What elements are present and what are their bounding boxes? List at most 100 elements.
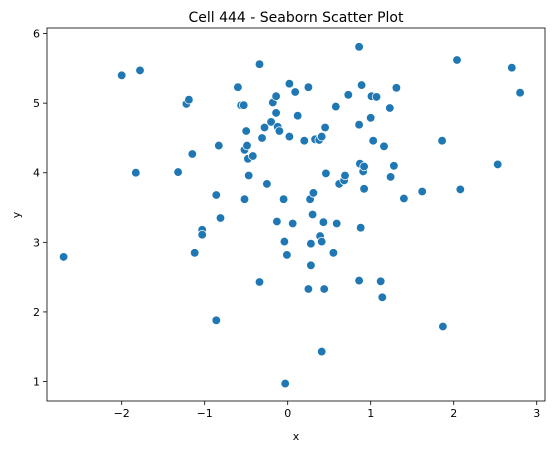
data-point-58 xyxy=(318,217,329,227)
data-point-3 xyxy=(131,168,141,178)
x-tick-label: −2 xyxy=(114,407,130,420)
data-point-83 xyxy=(377,292,387,302)
data-point-28 xyxy=(262,179,272,189)
data-point-13 xyxy=(215,213,226,223)
data-point-85 xyxy=(385,103,395,113)
data-point-6 xyxy=(184,95,194,105)
x-axis-label: x xyxy=(293,430,300,443)
data-point-80 xyxy=(368,136,378,146)
x-tick-label: 0 xyxy=(284,407,291,420)
data-point-99 xyxy=(280,378,290,389)
data-point-59 xyxy=(320,122,330,133)
data-point-46 xyxy=(303,82,314,92)
data-point-84 xyxy=(379,141,389,151)
data-point-97 xyxy=(515,88,525,98)
data-point-86 xyxy=(385,172,396,182)
x-tick-label: 2 xyxy=(450,407,457,420)
data-point-61 xyxy=(319,284,329,294)
y-tick-label: 3 xyxy=(33,236,40,249)
data-point-19 xyxy=(241,126,251,136)
y-tick-label: 5 xyxy=(33,97,40,110)
data-point-7 xyxy=(187,149,197,159)
y-tick-label: 2 xyxy=(33,306,40,319)
data-point-68 xyxy=(343,90,353,100)
chart-title: Cell 444 - Seaborn Scatter Plot xyxy=(188,10,404,26)
data-point-10 xyxy=(197,230,207,240)
data-point-23 xyxy=(239,194,250,204)
data-point-24 xyxy=(248,151,258,161)
data-point-34 xyxy=(274,126,285,136)
data-point-4 xyxy=(173,167,183,177)
y-tick-label: 6 xyxy=(33,28,40,41)
data-point-40 xyxy=(284,79,295,89)
data-point-92 xyxy=(438,321,448,332)
data-point-96 xyxy=(507,63,517,73)
data-point-26 xyxy=(257,133,267,143)
x-axis-ticks: −2 −1 0 1 2 3 xyxy=(114,401,540,420)
data-point-39 xyxy=(282,250,292,260)
data-point-63 xyxy=(331,101,341,112)
data-point-1 xyxy=(117,70,127,80)
data-point-43 xyxy=(290,87,300,97)
data-point-52 xyxy=(307,209,318,220)
data-point-67 xyxy=(340,170,350,181)
data-point-38 xyxy=(279,236,290,247)
data-point-37 xyxy=(278,194,289,204)
y-tick-label: 1 xyxy=(33,376,40,389)
data-point-87 xyxy=(389,161,399,171)
data-point-95 xyxy=(493,159,503,170)
data-point-41 xyxy=(284,131,295,142)
data-point-0 xyxy=(58,252,69,262)
data-point-42 xyxy=(288,218,298,229)
data-point-14 xyxy=(211,315,221,325)
data-point-17 xyxy=(239,100,249,110)
data-point-31 xyxy=(271,91,281,101)
data-point-78 xyxy=(366,113,376,123)
data-point-35 xyxy=(254,277,265,287)
data-point-72 xyxy=(356,80,367,90)
data-point-20 xyxy=(242,140,252,151)
data-point-93 xyxy=(452,55,462,65)
data-point-8 xyxy=(190,248,200,258)
y-axis-ticks: 1 2 3 4 5 6 xyxy=(33,28,47,389)
y-tick-label: 4 xyxy=(33,167,40,180)
data-point-36 xyxy=(272,216,282,227)
data-point-2 xyxy=(135,65,145,76)
data-point-12 xyxy=(214,140,224,151)
data-point-88 xyxy=(391,83,402,93)
data-point-27 xyxy=(259,122,270,133)
data-point-44 xyxy=(293,111,303,121)
data-point-45 xyxy=(299,136,309,146)
data-point-50 xyxy=(306,260,316,270)
data-point-75 xyxy=(359,184,369,194)
data-point-32 xyxy=(271,108,281,118)
data-point-91 xyxy=(437,136,447,146)
x-tick-label: −1 xyxy=(197,407,213,420)
data-point-74 xyxy=(359,161,369,172)
data-point-70 xyxy=(354,120,364,130)
data-point-60 xyxy=(321,168,331,179)
data-point-47 xyxy=(303,284,314,294)
data-point-57 xyxy=(317,236,327,247)
data-point-62 xyxy=(328,248,339,258)
data-point-15 xyxy=(233,82,243,92)
data-point-94 xyxy=(455,184,465,195)
x-tick-label: 3 xyxy=(533,407,540,420)
data-point-89 xyxy=(399,193,409,204)
data-point-98 xyxy=(317,346,327,357)
data-point-76 xyxy=(356,223,366,233)
data-point-11 xyxy=(211,190,221,200)
plot-frame xyxy=(46,27,546,402)
data-point-56 xyxy=(317,131,327,142)
data-point-77 xyxy=(354,275,364,286)
data-point-29 xyxy=(266,117,276,127)
y-axis-label: y xyxy=(10,211,23,218)
data-point-25 xyxy=(254,59,265,69)
x-tick-label: 1 xyxy=(367,407,374,420)
data-point-22 xyxy=(244,170,254,181)
scatter-points xyxy=(58,42,525,389)
data-point-82 xyxy=(376,276,386,286)
data-point-69 xyxy=(354,42,364,52)
data-point-64 xyxy=(332,218,342,229)
